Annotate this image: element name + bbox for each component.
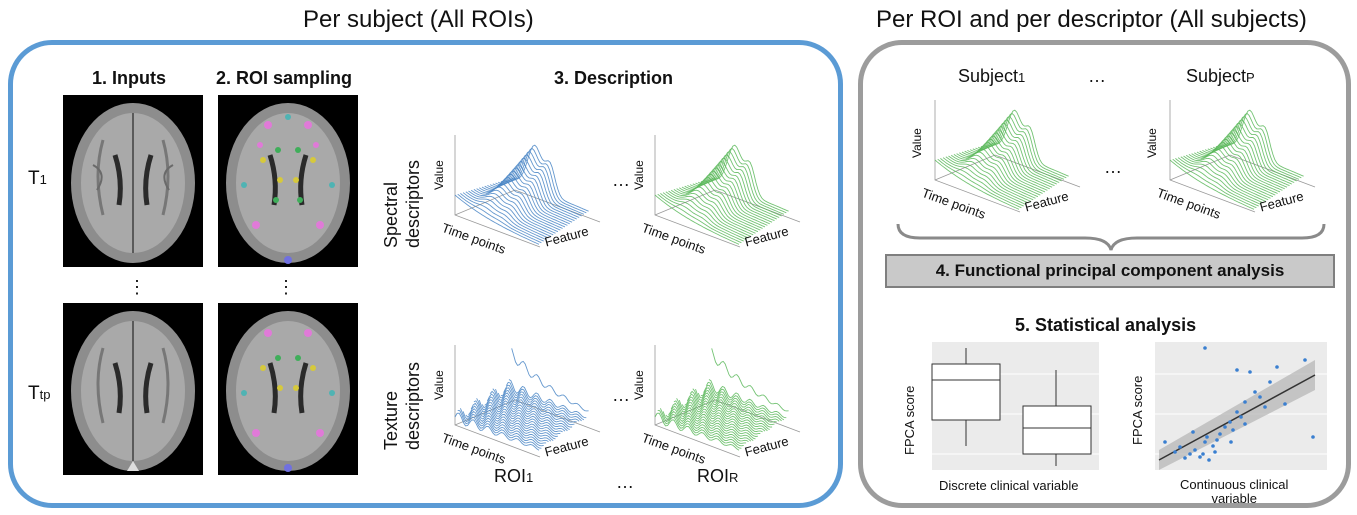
roi-first-label: ROI1: [494, 466, 534, 486]
scatter-point: [1248, 370, 1252, 374]
scatter-point: [1243, 400, 1247, 404]
roi-vertical-ellipsis: ⋮: [277, 277, 295, 297]
scatter-point: [1201, 452, 1205, 456]
scatter-point: [1268, 380, 1272, 384]
timepoint-first-label: T1: [28, 168, 47, 189]
confidence-band: [1159, 360, 1315, 470]
scatter-point: [1183, 456, 1187, 460]
spectral-roi1-plot: [454, 135, 601, 248]
sub: tp: [39, 387, 51, 402]
boxplot-chart: [904, 342, 1099, 470]
inputs-vertical-ellipsis: ⋮: [128, 277, 146, 297]
spectral-roir-plot-value-label: Value: [632, 160, 646, 190]
per-roi-panel: [858, 40, 1351, 508]
scatter-point: [1191, 430, 1195, 434]
scatter-point: [1203, 440, 1207, 444]
texture-plot-ellipsis: …: [612, 385, 630, 405]
scatter-point: [1218, 432, 1222, 436]
scatter-point: [1303, 358, 1307, 362]
regression-line: [1158, 374, 1316, 461]
scatter-point: [1275, 365, 1279, 369]
scatter-point: [1213, 450, 1217, 454]
texture-roi1-plot-value-label: Value: [432, 370, 446, 400]
boxplot-ylabel: FPCA score: [902, 385, 917, 455]
scatter-point: [1243, 422, 1247, 426]
subject1-plot: [934, 100, 1081, 213]
scatter-point: [1228, 420, 1232, 424]
scatter-point: [1203, 346, 1207, 350]
scatter-point: [1283, 402, 1287, 406]
brain-slice-icon: [71, 103, 195, 263]
per-subject-panel: [8, 40, 843, 508]
subject-last-label: SubjectP: [1186, 66, 1255, 86]
scatter-chart: [1145, 342, 1327, 470]
subjectp-plot-value-label: Value: [1145, 128, 1159, 158]
scatter-point: [1263, 405, 1267, 409]
mri-ttp-input: [63, 303, 203, 475]
scatter-point: [1231, 428, 1235, 432]
subject-ellipsis: …: [1088, 66, 1106, 86]
subject-plot-ellipsis: …: [1104, 157, 1122, 177]
scatter-xlabel-line1: Continuous clinical: [1180, 477, 1289, 492]
scatter-point: [1215, 438, 1219, 442]
scatter-point: [1188, 452, 1192, 456]
mri-ttp-roi-sampling: [218, 303, 358, 475]
scatter-point: [1193, 448, 1197, 452]
scatter-point: [1253, 390, 1257, 394]
scatter-point: [1178, 445, 1182, 449]
subjectp-plot: [1169, 100, 1316, 213]
texture-roir-plot: [654, 345, 801, 458]
scatter-point: [1198, 455, 1202, 459]
scatter-point: [1173, 450, 1177, 454]
right-panel-title: Per ROI and per descriptor (All subjects…: [876, 6, 1307, 33]
spectral-roi1-plot-value-label: Value: [432, 160, 446, 190]
description-heading: 3. Description: [554, 68, 674, 88]
scatter-point: [1211, 444, 1215, 448]
spectral-plot-ellipsis: …: [612, 170, 630, 190]
scatter-point: [1235, 368, 1239, 372]
mri-t1-roi-sampling: [218, 95, 358, 267]
scatter-point: [1239, 415, 1243, 419]
scatter-point: [1258, 395, 1262, 399]
roi-ellipsis: …: [616, 472, 634, 492]
roi-last-label: ROIR: [697, 466, 739, 486]
scatter-point: [1205, 435, 1209, 439]
fpca-box: 4. Functional principal component analys…: [885, 254, 1335, 288]
scatter-xlabel-line2: variable: [1211, 491, 1257, 506]
left-panel-title: Per subject (All ROIs): [303, 6, 534, 33]
mri-t1-input: [63, 95, 203, 267]
spectral-roir-plot: [654, 135, 801, 248]
timepoint-last-label: Ttp: [28, 383, 51, 404]
boxplot-xlabel: Discrete clinical variable: [939, 478, 1079, 493]
scatter-point: [1163, 440, 1167, 444]
scatter-point: [1229, 440, 1233, 444]
brace-icon: [896, 223, 1326, 251]
subject1-plot-value-label: Value: [910, 128, 924, 158]
brain-slice-icon: [71, 311, 195, 471]
texture-roi1-plot: [454, 345, 601, 458]
box1: [931, 363, 1001, 421]
statistical-analysis-heading: 5. Statistical analysis: [1015, 315, 1197, 335]
sub: 1: [39, 172, 47, 187]
scatter-point: [1311, 435, 1315, 439]
roi-sampling-heading: 2. ROI sampling: [216, 68, 353, 88]
scatter-ylabel: FPCA score: [1130, 375, 1145, 445]
brain-roi-icon: [226, 103, 350, 264]
brain-roi-icon: [226, 311, 350, 472]
box2: [1022, 405, 1092, 455]
subject-first-label: Subject1: [958, 66, 1026, 86]
scatter-point: [1207, 458, 1211, 462]
inputs-heading: 1. Inputs: [92, 68, 167, 88]
scatter-xlabel: Continuous clinical variable: [1180, 478, 1288, 506]
texture-roir-plot-value-label: Value: [632, 370, 646, 400]
scatter-point: [1235, 410, 1239, 414]
scatter-point: [1223, 425, 1227, 429]
